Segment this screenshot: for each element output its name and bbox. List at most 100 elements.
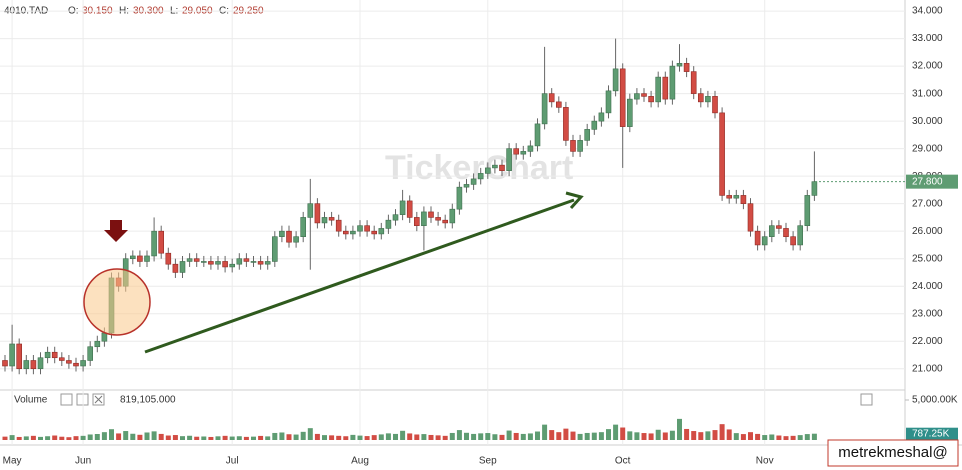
candle-body	[591, 120, 598, 130]
volume-bar	[456, 430, 462, 440]
volume-bar	[471, 433, 477, 440]
candle-body	[563, 107, 569, 141]
volume-bar	[464, 432, 469, 440]
volume-bar	[407, 433, 413, 440]
y-tick-label: 26.000	[912, 226, 943, 237]
candle-body	[790, 236, 796, 246]
candle-body	[30, 360, 37, 370]
volume-bar	[719, 424, 725, 440]
candle-body	[555, 101, 562, 108]
volume-bar	[641, 433, 647, 440]
volume-bar	[684, 428, 690, 440]
volume-bar	[492, 434, 498, 440]
candle-body	[80, 360, 86, 367]
candle-body	[165, 252, 172, 265]
current-price-box	[906, 174, 958, 189]
candle-body	[541, 93, 548, 125]
candle-body	[342, 230, 349, 235]
volume-bar	[797, 435, 803, 440]
volume-bar	[783, 436, 789, 440]
candle-body	[484, 167, 491, 174]
panel-icon[interactable]	[860, 393, 873, 406]
y-tick-label: 33.000	[912, 33, 943, 44]
current-price-label: 27.800	[912, 176, 943, 187]
candle-body	[754, 230, 761, 246]
volume-bar	[577, 433, 583, 440]
x-tick-label: Jun	[75, 456, 91, 467]
candle-body	[463, 184, 470, 188]
candle-body	[619, 68, 626, 127]
candle-body	[726, 195, 733, 199]
volume-bar	[265, 436, 271, 440]
volume-bar	[165, 435, 171, 440]
candle-body	[570, 140, 576, 152]
volume-bar	[130, 433, 136, 440]
candle-body	[612, 68, 619, 92]
volume-bar	[314, 433, 320, 440]
candle-body	[719, 112, 725, 196]
volume-bar	[520, 433, 526, 440]
candle-body	[293, 236, 299, 243]
volume-bar	[300, 431, 306, 440]
volume-bar	[535, 431, 540, 440]
candle-body	[655, 76, 662, 103]
candle-body	[676, 63, 683, 67]
candle-body	[314, 203, 321, 224]
x-tick-label: Jul	[226, 456, 239, 467]
volume-bar	[151, 431, 157, 440]
candle-body	[385, 219, 392, 229]
volume-bar	[322, 435, 327, 440]
volume-bar	[208, 436, 214, 440]
volume-bar	[655, 429, 661, 440]
candle-body	[733, 195, 740, 199]
volume-bar	[691, 431, 697, 440]
candle-body	[768, 225, 775, 237]
candle-body	[94, 340, 101, 348]
candle-body	[279, 230, 285, 237]
candle-body	[144, 255, 150, 262]
candle-body	[705, 96, 711, 103]
volume-bar	[329, 435, 335, 440]
volume-bar	[563, 428, 569, 440]
candle-body	[137, 255, 143, 262]
candle-body	[51, 351, 58, 359]
candle-body	[477, 173, 484, 180]
candle-body	[328, 217, 335, 221]
y-tick-label: 30.000	[912, 116, 943, 127]
candle-body	[683, 63, 690, 72]
icon[interactable]	[60, 393, 73, 406]
volume-bar	[272, 432, 278, 440]
volume-bar	[137, 434, 143, 440]
candle-body	[16, 343, 23, 370]
y-tick-label: 27.000	[912, 198, 943, 209]
candle-body	[130, 255, 136, 259]
candle-body	[662, 76, 669, 100]
volume-bar	[73, 436, 79, 440]
candle-body	[335, 219, 342, 232]
volume-bar	[740, 434, 746, 440]
candle-body	[264, 261, 271, 265]
volume-bar	[662, 432, 668, 440]
y-tick-label: 24.000	[912, 281, 943, 292]
volume-bar	[811, 433, 817, 440]
candle-body	[499, 164, 505, 171]
volume-bar	[222, 435, 228, 440]
candle-body	[520, 151, 527, 155]
candle-body	[172, 263, 179, 273]
volume-bar	[194, 436, 200, 440]
volume-bar	[748, 432, 753, 440]
icon[interactable]	[76, 393, 89, 406]
candle-body	[208, 261, 214, 265]
candle-body	[428, 211, 434, 218]
candle-body	[712, 96, 718, 114]
volume-bar	[755, 433, 761, 440]
volume-bar	[364, 436, 370, 440]
candle-body	[378, 228, 385, 235]
candle-body	[492, 164, 498, 169]
volume-bar	[343, 436, 349, 440]
candle-body	[215, 261, 221, 265]
candle-body	[321, 217, 328, 224]
candle-body	[243, 258, 250, 262]
